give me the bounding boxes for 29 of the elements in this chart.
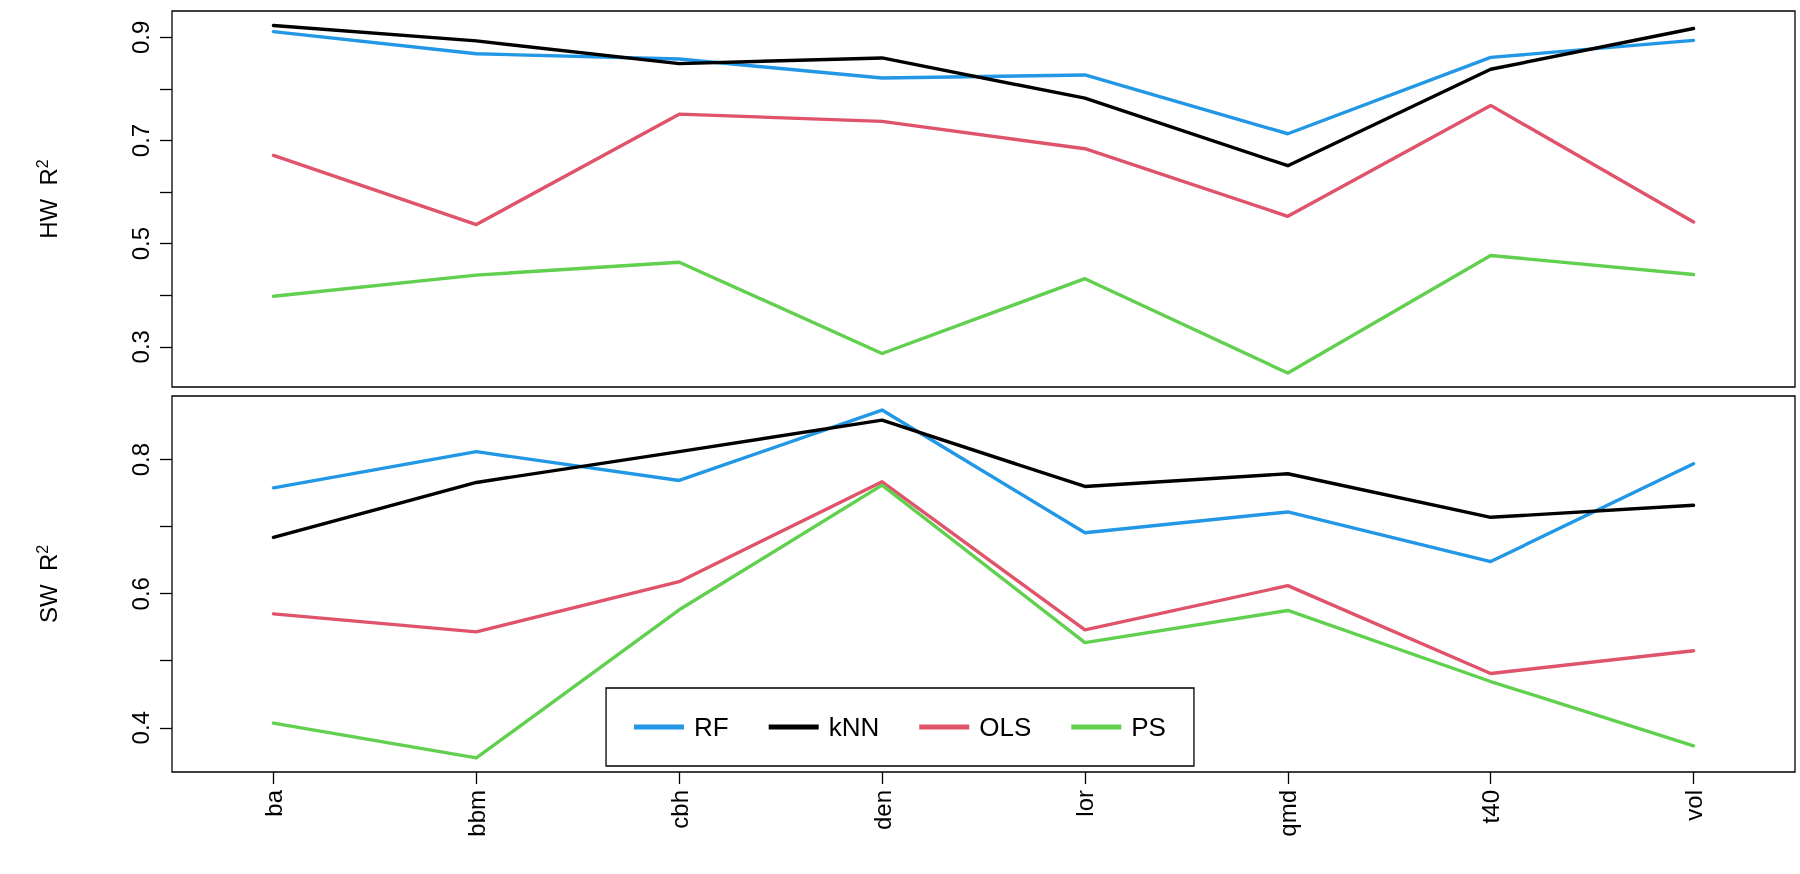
y-axis-title: HW R2 xyxy=(33,159,62,239)
line-series xyxy=(271,418,1696,540)
line-series xyxy=(271,29,1696,136)
y-tick-label: 0.4 xyxy=(126,711,154,745)
line-series xyxy=(271,483,1696,760)
y-tick-label: 0.7 xyxy=(126,123,154,158)
x-tick-label: ba xyxy=(259,789,287,817)
y-tick-label: 0.5 xyxy=(126,226,154,261)
legend-label: kNN xyxy=(828,712,880,742)
x-tick-label: vol xyxy=(1680,790,1708,821)
line-series xyxy=(271,103,1696,227)
y-tick-label: 0.9 xyxy=(126,20,154,54)
x-tick-label: t40 xyxy=(1477,790,1505,824)
y-tick-label: 0.8 xyxy=(126,442,154,477)
line-series xyxy=(271,480,1696,676)
line-series xyxy=(271,408,1696,564)
line-series xyxy=(271,253,1696,375)
y-tick-label: 0.6 xyxy=(126,577,154,611)
legend-label: RF xyxy=(694,712,729,742)
y-tick-label: 0.3 xyxy=(126,330,154,364)
legend-label: OLS xyxy=(979,712,1032,742)
y-axis-title: SW R2 xyxy=(33,544,62,624)
x-tick-label: qmd xyxy=(1274,790,1302,837)
x-tick-label: den xyxy=(868,790,896,831)
legend-label: PS xyxy=(1131,712,1166,742)
x-tick-label: lor xyxy=(1071,789,1099,817)
line-series xyxy=(271,23,1696,168)
x-tick-label: bbm xyxy=(462,790,490,837)
x-tick-label: cbh xyxy=(665,790,693,829)
